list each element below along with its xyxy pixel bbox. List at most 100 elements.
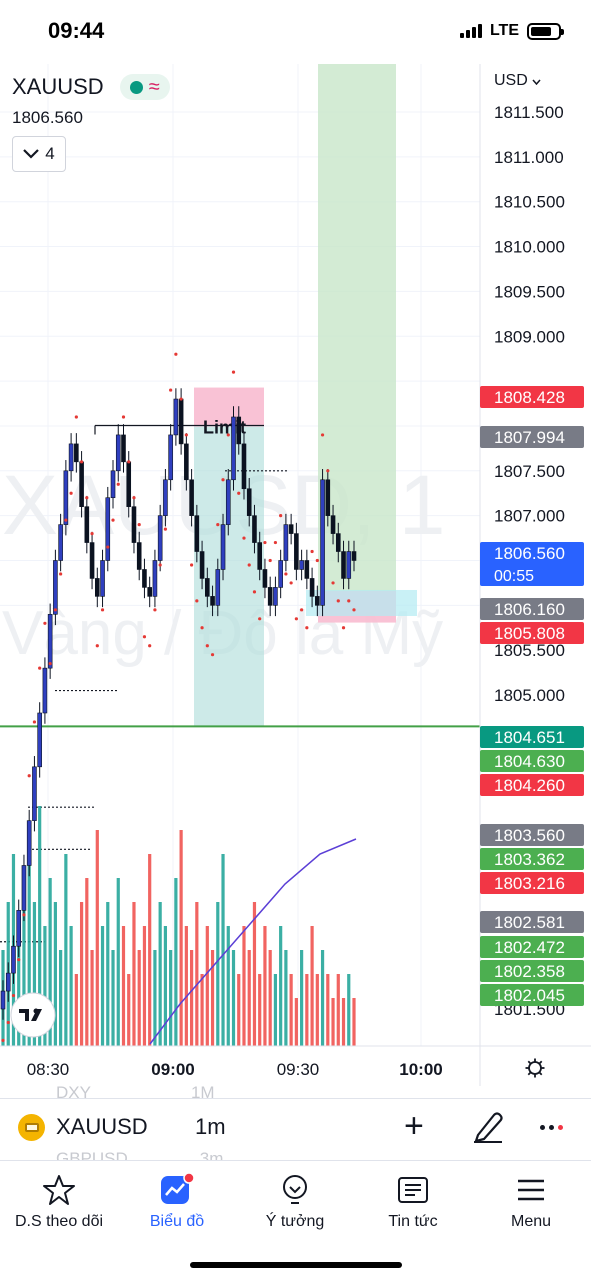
candle-body bbox=[189, 479, 194, 516]
volume-bar bbox=[59, 950, 63, 1046]
sar-dot bbox=[305, 626, 309, 630]
price-tag: 1807.994 bbox=[480, 426, 584, 448]
volume-bar bbox=[336, 974, 340, 1046]
volume-bar bbox=[289, 974, 293, 1046]
sar-dot bbox=[242, 536, 246, 540]
nav-chart[interactable]: Biểu đồ bbox=[118, 1173, 236, 1231]
sar-dots bbox=[1, 352, 356, 1042]
time-axis-tick: 10:00 bbox=[399, 1060, 442, 1079]
battery-icon bbox=[527, 22, 564, 40]
price-tag-bg bbox=[480, 936, 584, 958]
indicators-toggle-button[interactable]: 4 bbox=[12, 136, 66, 172]
price-tag: 1806.560 00:55 bbox=[480, 542, 584, 586]
volume-bar bbox=[43, 926, 47, 1046]
nav-news[interactable]: Tin tức bbox=[354, 1173, 472, 1231]
currency-selector[interactable]: USD bbox=[494, 72, 541, 90]
volume-bar bbox=[79, 902, 84, 1046]
price-tag: 1802.358 bbox=[480, 960, 584, 982]
symbol-header: XAUUSD ≈ 1806.560 4 bbox=[12, 74, 170, 172]
price-tag-bg bbox=[480, 774, 584, 796]
price-tag-countdown: 00:55 bbox=[494, 568, 534, 585]
sar-dot bbox=[184, 433, 188, 437]
volume-bar bbox=[268, 950, 272, 1046]
price-axis-tick: 1809.500 bbox=[494, 282, 565, 301]
price-tag: 1804.260 bbox=[480, 774, 584, 796]
candle-body bbox=[225, 479, 231, 525]
star-icon bbox=[43, 1175, 75, 1205]
candle-body bbox=[0, 990, 6, 1010]
price-axis-tick: 1811.500 bbox=[494, 103, 564, 122]
nav-ideas[interactable]: Ý tưởng bbox=[236, 1173, 354, 1231]
more-options-icon[interactable] bbox=[540, 1125, 563, 1130]
price-tag: 1803.216 bbox=[480, 872, 584, 894]
candle-body bbox=[325, 479, 331, 516]
volume-bar bbox=[132, 902, 136, 1046]
candle-body bbox=[246, 488, 252, 516]
sar-dot bbox=[326, 469, 330, 473]
price-axis-tick: 1807.000 bbox=[494, 507, 565, 526]
drawing-tool-icon[interactable] bbox=[472, 1109, 504, 1148]
sar-dot bbox=[64, 518, 68, 522]
candle-body bbox=[283, 524, 289, 561]
sar-dot bbox=[53, 608, 57, 612]
candle-body bbox=[94, 578, 100, 597]
settings-icon[interactable] bbox=[525, 1058, 545, 1078]
volume-bar bbox=[200, 974, 204, 1046]
volume-bar bbox=[100, 926, 105, 1046]
sar-dot bbox=[294, 617, 298, 621]
volume-bar bbox=[48, 878, 52, 1046]
price-tag-value: 1806.160 bbox=[494, 600, 565, 619]
market-status-badge[interactable]: ≈ bbox=[119, 74, 170, 100]
status-time: 09:44 bbox=[48, 18, 105, 43]
price-tag-bg bbox=[480, 960, 584, 982]
gear-tooth bbox=[538, 1071, 543, 1076]
price-tag-bg bbox=[480, 598, 584, 620]
sar-dot bbox=[216, 523, 220, 527]
sar-dot bbox=[237, 491, 241, 495]
volume-bar bbox=[174, 878, 178, 1046]
price-tag-bg bbox=[480, 542, 584, 586]
interval-selector[interactable]: 1m bbox=[195, 1114, 226, 1139]
sar-dot bbox=[90, 531, 94, 536]
price-tag: 1808.428 bbox=[480, 386, 584, 408]
candle-body bbox=[58, 524, 63, 561]
sar-dot bbox=[205, 644, 209, 648]
symbol-title[interactable]: XAUUSD bbox=[12, 74, 104, 99]
candle-body bbox=[351, 551, 357, 561]
volume-bar bbox=[231, 950, 236, 1046]
logo-circle bbox=[10, 992, 56, 1038]
network-label: LTE bbox=[489, 22, 519, 39]
volume-bar bbox=[90, 950, 94, 1046]
candle-body bbox=[74, 443, 79, 463]
price-tag: 1806.160 bbox=[480, 598, 584, 620]
candle-body bbox=[236, 416, 242, 445]
add-icon[interactable]: + bbox=[404, 1107, 424, 1145]
candle-body bbox=[115, 434, 121, 472]
sar-dot bbox=[22, 913, 26, 917]
sar-dot bbox=[95, 644, 99, 648]
toolbar-symbol[interactable]: XAUUSD bbox=[56, 1114, 148, 1139]
sar-dot bbox=[163, 527, 168, 531]
sar-dot bbox=[258, 617, 262, 621]
nav-menu[interactable]: Menu bbox=[472, 1173, 590, 1231]
sar-dot bbox=[210, 653, 215, 657]
candle-body bbox=[157, 515, 163, 561]
gear-ring bbox=[528, 1061, 542, 1075]
market-open-icon bbox=[129, 80, 143, 94]
candle-body bbox=[63, 470, 69, 525]
volume-bar bbox=[315, 974, 319, 1046]
chart-icon bbox=[161, 1173, 195, 1204]
nav-watchlist[interactable]: D.S theo dõi bbox=[0, 1173, 118, 1231]
price-tag: 1802.045 bbox=[480, 984, 584, 1006]
candle-body bbox=[84, 506, 90, 543]
candle-body bbox=[315, 596, 320, 606]
volume-bar bbox=[179, 830, 183, 1046]
sar-dot bbox=[148, 644, 152, 648]
price-tag-bg bbox=[480, 984, 584, 1006]
volume-bar bbox=[111, 950, 115, 1046]
volume-bar bbox=[127, 974, 131, 1046]
candle-body bbox=[121, 434, 126, 463]
candle-body bbox=[142, 569, 147, 588]
